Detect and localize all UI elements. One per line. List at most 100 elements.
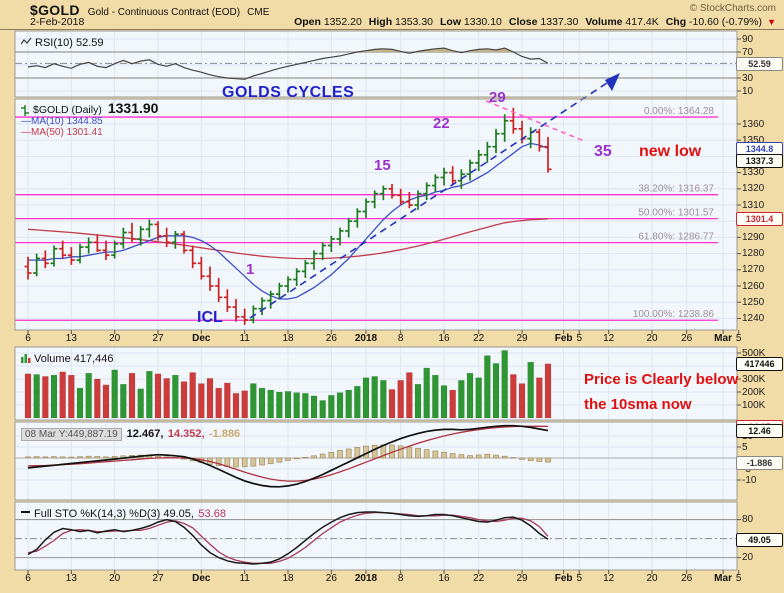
annotation-icl: ICL: [197, 309, 223, 326]
x-tick-label: Feb: [554, 333, 573, 344]
x-tick-label: 22: [473, 333, 485, 344]
x-tick-label: 27: [152, 333, 164, 344]
stat-value: 417.4K: [622, 16, 659, 28]
x-tick-label: 27: [152, 573, 164, 584]
y-tick-label: 90: [742, 33, 754, 45]
annotation-price-note-1: Price is Clearly below: [584, 371, 739, 388]
rsi-legend: RSI(10) 52.59: [21, 33, 103, 51]
y-tick-label: -10: [742, 474, 757, 486]
y-tick-label: 70: [742, 46, 754, 58]
x-tick-label: Dec: [192, 573, 211, 584]
crosshair-tooltip: 08 Mar Y:449,887.19: [21, 428, 122, 441]
stochastic-legend: Full STO %K(14,3) %D(3) 49.05, 53.68: [21, 504, 226, 522]
y-tick-label: 1250: [742, 296, 765, 308]
stat-value: -10.60 (-0.79%): [686, 16, 762, 28]
y-tick-label: 80: [742, 514, 754, 526]
x-tick-label: 5: [576, 573, 582, 584]
x-tick-label: 6: [25, 333, 31, 344]
x-tick-label: Dec: [192, 333, 211, 344]
x-tick-label: 8: [397, 573, 404, 584]
stat-label: High: [368, 16, 393, 28]
annotation-price-note-2: the 10sma now: [584, 396, 692, 413]
axis-value-box: 1301.4: [736, 212, 783, 227]
x-tick-label: 11: [239, 333, 250, 344]
y-tick-label: 1280: [742, 248, 765, 260]
annotation-cycle-29: 29: [489, 89, 506, 106]
macd-hist-value: -1.886: [208, 428, 241, 440]
stat-label: Close: [508, 16, 538, 28]
stat-value: 1353.30: [392, 16, 433, 28]
y-tick-label: 1240: [742, 312, 765, 324]
macd-legend: 08 Mar Y:449,887.19 12.467, 14.352, -1.88…: [21, 424, 240, 442]
x-tick-label: 2018: [354, 573, 378, 584]
rsi-legend-label: RSI(10) 52.59: [35, 37, 104, 49]
annotation-new-low: new low: [639, 143, 702, 160]
stat-label: Low: [440, 16, 461, 28]
annotation-cycle-1: 1: [246, 261, 255, 278]
x-tick-label: 20: [109, 333, 121, 344]
x-tick-label: 26: [681, 573, 693, 584]
volume-bars-icon: [21, 353, 31, 363]
header: $GOLD Gold - Continuous Contract (EOD) C…: [0, 0, 784, 30]
y-tick-label: 20: [742, 552, 754, 564]
x-tick-label: 5: [735, 333, 742, 344]
svg-text:100.00%: 1238.86: 100.00%: 1238.86: [633, 309, 715, 320]
y-tick-label: 500K: [742, 347, 766, 359]
svg-text:38.20%: 1316.37: 38.20%: 1316.37: [638, 184, 714, 195]
x-tick-label: 20: [109, 573, 121, 584]
y-tick-label: 1310: [742, 199, 765, 211]
ma50-legend: —MA(50) 1301.41: [21, 127, 103, 138]
svg-text:50.00%: 1301.57: 50.00%: 1301.57: [638, 208, 714, 219]
x-tick-label: 12: [603, 333, 615, 344]
x-tick-label: 11: [239, 573, 250, 584]
svg-text:0.00%: 1364.28: 0.00%: 1364.28: [644, 106, 714, 117]
price-legend-label: $GOLD (Daily): [33, 104, 102, 116]
stat-value: 1330.10: [461, 16, 502, 28]
x-tick-label: 5: [576, 333, 582, 344]
x-tick-label: 13: [65, 333, 77, 344]
stat-label: Open: [294, 16, 321, 28]
change-down-arrow-icon: ▼: [767, 17, 776, 27]
y-tick-label: 1360: [742, 118, 765, 130]
ma10-legend: —MA(10) 1344.85: [21, 116, 103, 127]
annotation-cycle-35: 35: [594, 143, 612, 160]
sto-legend-label: Full STO %K(14,3) %D(3) 49.05,: [34, 508, 194, 520]
annotation-cycle-15: 15: [374, 157, 391, 174]
x-tick-label: Feb: [554, 573, 573, 584]
x-tick-label: 26: [325, 333, 337, 344]
x-tick-label: 29: [516, 573, 528, 584]
volume-legend: Volume 417,446: [21, 349, 114, 367]
symbol: $GOLD: [30, 2, 80, 18]
ohlc-stats: Open 1352.20 High 1353.30 Low 1330.10 Close…: [287, 16, 762, 28]
axis-value-box: 12.46: [736, 424, 783, 439]
x-tick-label: 13: [65, 573, 77, 584]
macd-signal-value: 14.352,: [167, 428, 205, 440]
x-tick-label: 12: [603, 573, 615, 584]
header-title: $GOLD Gold - Continuous Contract (EOD) C…: [30, 2, 269, 18]
axis-value-box: 1337.3: [736, 154, 783, 169]
x-tick-label: 18: [282, 333, 294, 344]
y-tick-label: 300K: [742, 373, 766, 385]
symbol-description: Gold - Continuous Contract (EOD): [87, 7, 241, 18]
svg-text:61.80%: 1286.77: 61.80%: 1286.77: [638, 232, 714, 243]
axis-value-box: 52.59: [736, 56, 783, 71]
stat-label: Volume: [585, 16, 623, 28]
copyright: © StockCharts.com: [689, 3, 776, 14]
stat-value: 1352.20: [320, 16, 362, 28]
x-tick-label: 16: [438, 333, 450, 344]
annotation-golds-cycles: GOLDS CYCLES: [222, 84, 355, 101]
y-tick-label: 30: [742, 72, 754, 84]
y-tick-label: 1330: [742, 167, 765, 179]
chart-date: 2-Feb-2018: [30, 16, 85, 28]
x-tick-label: Mar: [714, 573, 732, 584]
axis-value-box: -1.886: [736, 455, 783, 470]
candlestick-icon: [21, 104, 29, 116]
y-tick-label: 1270: [742, 264, 765, 276]
x-tick-label: 16: [438, 573, 450, 584]
y-tick-label: 1290: [742, 231, 765, 243]
stat-value: 1337.30: [537, 16, 579, 28]
y-tick-label: 1260: [742, 280, 765, 292]
y-tick-label: 5: [742, 441, 748, 453]
